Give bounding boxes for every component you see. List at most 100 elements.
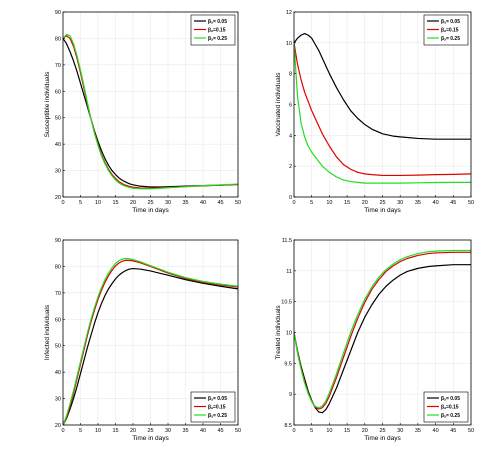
y-tick-label: 9.5 — [284, 361, 292, 367]
y-tick-label: 4 — [289, 133, 292, 139]
x-tick-label: 40 — [433, 428, 439, 434]
x-tick-label: 40 — [200, 428, 206, 434]
y-tick-label: 90 — [55, 10, 61, 16]
y-tick-label: 8 — [289, 72, 292, 78]
series-line-1 — [294, 32, 471, 140]
y-tick-label: 2 — [289, 164, 292, 170]
x-tick-label: 45 — [217, 200, 223, 206]
y-axis-label: Vaccinated individuals — [275, 72, 282, 137]
legend-entry-label: βₐ= 0.25 — [441, 36, 460, 42]
x-tick-label: 15 — [112, 200, 118, 206]
x-tick-label: 0 — [61, 200, 64, 206]
y-tick-label: 30 — [55, 169, 61, 175]
x-tick-label: 25 — [379, 428, 385, 434]
y-tick-label: 30 — [55, 397, 61, 403]
chart-panel-4: 0 5 10 15 20 25 30 35 40 45 50 8.5 9 9.5 10 10.5 11 11.5 T… — [275, 238, 474, 442]
y-tick-label: 10 — [286, 41, 292, 47]
y-tick-label: 9 — [289, 392, 292, 398]
legend-entry-label: βₐ= 0.25 — [208, 36, 227, 42]
legend-entry-label: βₐ= 0.05 — [441, 396, 460, 402]
x-tick-label: 35 — [415, 428, 421, 434]
x-tick-label: 45 — [450, 200, 456, 206]
x-tick-label: 0 — [292, 200, 295, 206]
legend: βₐ= 0.05 βₐ=0.15 βₐ= 0.25 — [190, 391, 236, 423]
x-tick-label: 50 — [468, 428, 474, 434]
series-line-2 — [63, 259, 238, 425]
x-tick-label: 50 — [235, 200, 241, 206]
x-tick-label: 30 — [165, 428, 171, 434]
y-tick-label: 80 — [55, 36, 61, 42]
y-tick-label: 11.5 — [282, 238, 292, 244]
x-tick-label: 35 — [415, 200, 421, 206]
chart-panel-2: 0 5 10 15 20 25 30 35 40 45 50 0 2 4 6 8 10 12 Time in day… — [275, 10, 474, 214]
series-line-3 — [63, 33, 238, 190]
x-tick-label: 25 — [379, 200, 385, 206]
x-tick-label: 10 — [326, 428, 332, 434]
y-axis-label: Infected individuals — [44, 304, 51, 360]
y-tick-label: 0 — [289, 195, 292, 201]
x-tick-label: 20 — [362, 200, 368, 206]
x-tick-label: 25 — [147, 200, 153, 206]
x-tick-label: 45 — [450, 428, 456, 434]
legend-entry-label: βₐ= 0.05 — [208, 19, 227, 25]
legend-entry-label: βₐ= 0.05 — [208, 396, 227, 402]
x-tick-label: 40 — [200, 200, 206, 206]
y-tick-label: 80 — [55, 264, 61, 270]
series-line-2 — [294, 42, 471, 177]
x-axis-label: Time in days — [132, 207, 169, 214]
chart-panel-1: 0 5 10 15 20 25 30 35 40 45 50 20 30 40 50 60 70 80 90 Time… — [44, 10, 241, 214]
legend: βₐ= 0.05 βₐ=0.15 βₐ= 0.25 — [190, 14, 236, 46]
x-tick-label: 20 — [130, 428, 136, 434]
legend-entry-label: βₐ=0.15 — [208, 404, 226, 410]
x-tick-label: 15 — [112, 428, 118, 434]
y-axis-label: Treated individuals — [275, 305, 282, 360]
x-tick-label: 45 — [217, 428, 223, 434]
x-tick-label: 20 — [130, 200, 136, 206]
y-tick-label: 8.5 — [284, 423, 292, 429]
x-tick-label: 30 — [397, 200, 403, 206]
x-tick-label: 15 — [344, 200, 350, 206]
y-tick-label: 20 — [55, 423, 61, 429]
x-tick-label: 5 — [310, 200, 313, 206]
y-tick-label: 50 — [55, 344, 61, 350]
y-tick-label: 40 — [55, 370, 61, 376]
x-tick-label: 10 — [326, 200, 332, 206]
x-tick-label: 10 — [95, 200, 101, 206]
y-tick-label: 10 — [286, 331, 292, 337]
y-tick-label: 70 — [55, 291, 61, 297]
x-tick-label: 30 — [397, 428, 403, 434]
series-line-3 — [63, 257, 238, 425]
series-line-1 — [294, 264, 471, 414]
y-tick-label: 70 — [55, 63, 61, 69]
y-tick-label: 50 — [55, 116, 61, 122]
legend-entry-label: βₐ=0.15 — [208, 27, 226, 33]
x-tick-label: 5 — [310, 428, 313, 434]
x-tick-label: 5 — [79, 428, 82, 434]
y-tick-label: 10.5 — [281, 300, 292, 306]
x-tick-label: 35 — [182, 428, 188, 434]
x-tick-label: 15 — [344, 428, 350, 434]
x-tick-label: 10 — [95, 428, 101, 434]
y-tick-label: 40 — [55, 142, 61, 148]
legend: βₐ= 0.05 βₐ=0.15 βₐ= 0.25 — [423, 391, 469, 423]
series-line-1 — [63, 38, 238, 188]
legend-entry-label: βₐ=0.15 — [441, 404, 459, 410]
x-axis-label: Time in days — [132, 435, 169, 442]
y-tick-label: 90 — [55, 238, 61, 244]
y-tick-label: 20 — [55, 195, 61, 201]
x-tick-label: 25 — [147, 428, 153, 434]
y-tick-label: 60 — [55, 317, 61, 323]
legend: βₐ= 0.05 βₐ=0.15 βₐ= 0.25 — [423, 14, 469, 46]
legend-entry-label: βₐ= 0.05 — [441, 19, 460, 25]
x-tick-label: 40 — [433, 200, 439, 206]
x-tick-label: 0 — [61, 428, 64, 434]
x-tick-label: 0 — [292, 428, 295, 434]
x-tick-label: 20 — [362, 428, 368, 434]
y-tick-label: 11 — [286, 269, 292, 275]
series-line-3 — [294, 42, 471, 184]
series-line-3 — [294, 249, 471, 409]
y-tick-label: 12 — [286, 10, 292, 16]
x-tick-label: 30 — [165, 200, 171, 206]
chart-panel-3: 0 5 10 15 20 25 30 35 40 45 50 20 30 40 50 60 70 80 90 Time… — [44, 238, 241, 442]
